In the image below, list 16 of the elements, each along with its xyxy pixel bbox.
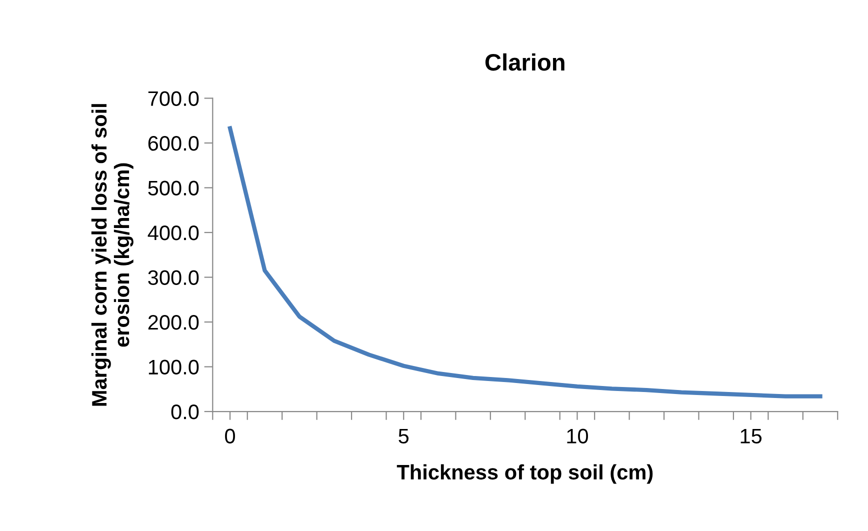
y-tick-label: 700.0 bbox=[148, 91, 199, 106]
x-tick-label: 15 bbox=[740, 428, 762, 444]
x-tick-label: 0 bbox=[225, 428, 235, 444]
y-tick-label: 600.0 bbox=[148, 136, 199, 151]
x-tick-label: 10 bbox=[567, 428, 588, 444]
y-axis-title: Marginal corn yield loss of soil erosion (kg/ha/cm) bbox=[91, 104, 134, 406]
x-axis-title: Thickness of top soil (cm) bbox=[396, 464, 653, 484]
y-tick-label: 500.0 bbox=[148, 180, 199, 196]
y-tick-label: 0.0 bbox=[171, 404, 199, 420]
y-tick-label: 400.0 bbox=[148, 226, 199, 240]
y-tick-label: 100.0 bbox=[148, 360, 199, 375]
y-tick-label: 300.0 bbox=[148, 270, 199, 286]
x-tick-label: 5 bbox=[398, 428, 409, 444]
y-tick-label: 200.0 bbox=[148, 315, 199, 330]
chart-title: Clarion bbox=[485, 53, 564, 71]
line-series bbox=[228, 126, 822, 398]
